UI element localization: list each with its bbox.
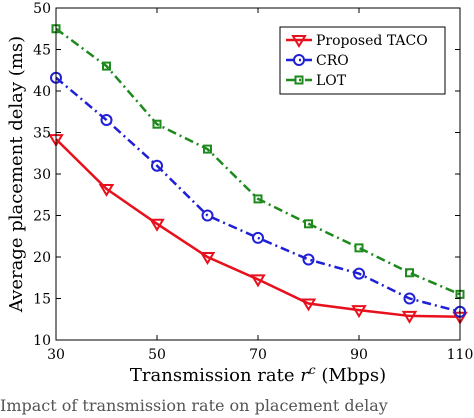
series-line-proposed-taco xyxy=(55,138,461,319)
data-point-lot xyxy=(405,268,414,278)
data-point-lot xyxy=(102,61,111,71)
data-point-cro xyxy=(403,292,416,305)
data-point-proposed-taco xyxy=(98,183,115,197)
legend: Proposed TACO CRO LOT xyxy=(279,26,446,95)
y-axis-label: Average placement delay (ms) xyxy=(6,36,27,313)
data-point-proposed-taco xyxy=(199,252,216,265)
data-point-cro xyxy=(100,114,113,127)
data-point-lot xyxy=(304,219,313,229)
series-lot xyxy=(51,24,465,299)
x-tick-label: 90 xyxy=(350,347,368,363)
data-point-lot xyxy=(253,194,263,204)
y-tick-label: 15 xyxy=(33,292,51,308)
series-proposed-taco xyxy=(48,134,468,325)
data-point-lot xyxy=(203,144,212,154)
y-tick-label: 10 xyxy=(33,333,51,349)
series-line-cro xyxy=(55,76,461,313)
legend-label-cro: CRO xyxy=(316,53,349,69)
data-point-proposed-taco xyxy=(401,310,418,324)
legend-label-proposed-taco: Proposed TACO xyxy=(316,33,428,49)
legend-label-lot: LOT xyxy=(316,73,347,89)
data-point-proposed-taco xyxy=(351,305,367,319)
y-tick-label: 30 xyxy=(33,167,51,183)
x-tick-label: 110 xyxy=(447,347,474,363)
y-tick-label: 20 xyxy=(33,250,51,266)
plot-area xyxy=(48,24,468,325)
data-point-proposed-taco xyxy=(250,274,266,288)
y-tick-label: 35 xyxy=(33,126,51,142)
legend-marker-lot xyxy=(294,75,304,85)
data-point-cro xyxy=(302,253,315,266)
axis-ticks: 30 50 70 90 110 10 15 20 25 30 35 40 45 50 xyxy=(33,1,473,363)
data-point-cro xyxy=(353,267,365,280)
legend-marker-proposed-taco xyxy=(291,35,307,48)
data-point-lot xyxy=(152,119,162,129)
series-cro xyxy=(50,71,466,318)
legend-marker-cro xyxy=(293,54,305,66)
x-tick-label: 50 xyxy=(148,347,166,363)
figure-caption: Impact of transmission rate on placement… xyxy=(0,396,388,415)
data-point-cro xyxy=(151,159,163,172)
data-point-lot xyxy=(354,243,364,253)
x-tick-label: 70 xyxy=(249,347,267,363)
x-axis-label: Transmission rate rc (Mbps) xyxy=(130,363,386,386)
y-tick-label: 40 xyxy=(33,84,51,100)
data-point-proposed-taco xyxy=(300,298,317,312)
y-tick-label: 25 xyxy=(33,209,51,225)
series-line-lot xyxy=(55,27,461,296)
data-point-cro xyxy=(252,231,264,244)
data-point-proposed-taco xyxy=(149,218,165,232)
line-chart: 30 50 70 90 110 10 15 20 25 30 35 40 45 50 Transmissi… xyxy=(6,1,473,386)
y-tick-label: 50 xyxy=(33,1,51,17)
x-tick-label: 30 xyxy=(47,347,65,363)
y-tick-label: 45 xyxy=(33,43,51,59)
data-point-cro xyxy=(201,209,214,222)
